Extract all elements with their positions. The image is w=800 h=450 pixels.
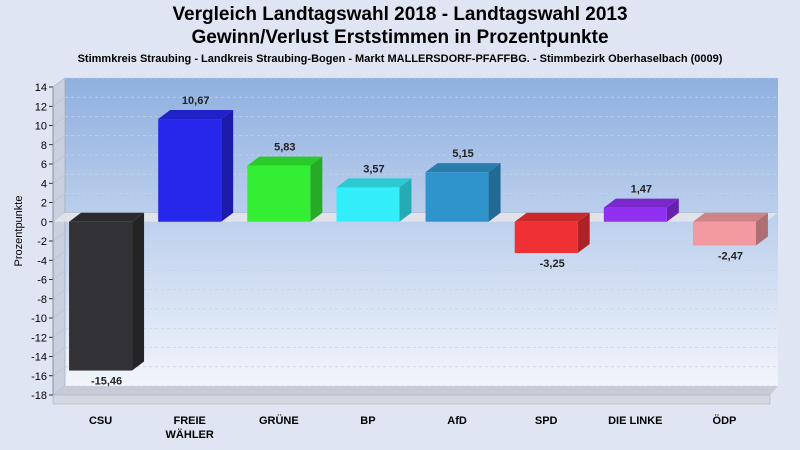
chart-title-line-2: Gewinn/Verlust Erststimmen in Prozentpun…	[191, 27, 609, 48]
bar-side	[755, 212, 768, 246]
bar-side	[132, 212, 145, 371]
y-axis-label: Prozentpunkte	[13, 196, 25, 267]
y-tick-label: 0	[41, 217, 47, 229]
grid-line	[52, 77, 66, 88]
data-label: 5,83	[274, 142, 295, 154]
data-label: 1,47	[631, 184, 652, 196]
bar-side	[666, 198, 679, 222]
y-tick-label: -14	[31, 352, 47, 364]
data-label: -15,46	[91, 376, 122, 388]
y-tick-label: -6	[37, 275, 47, 287]
x-tick-label: FREIE	[173, 415, 205, 427]
x-tick-label: ÖDP	[713, 414, 737, 427]
y-tick-label: -10	[31, 313, 47, 325]
bar	[247, 165, 311, 222]
x-tick-label: WÄHLER	[166, 428, 214, 441]
grid-line	[52, 270, 66, 280]
grid-line	[52, 308, 66, 319]
bar	[692, 221, 756, 246]
y-tick-label: 8	[41, 140, 47, 152]
x-tick-label: DIE LINKE	[608, 415, 662, 427]
bar	[425, 172, 489, 222]
chart-subtitle: Stimmkreis Straubing - Landkreis Straubi…	[77, 53, 723, 65]
bar-top	[692, 212, 768, 222]
data-label: 10,67	[182, 95, 210, 107]
grid-line	[52, 250, 66, 261]
y-tick-label: -18	[31, 390, 47, 402]
y-tick-label: -12	[31, 332, 47, 344]
bar	[514, 221, 578, 254]
bar	[158, 119, 222, 222]
data-label: 5,15	[452, 148, 473, 160]
grid-line	[52, 135, 66, 146]
grid-line	[52, 193, 66, 203]
grid-line	[52, 96, 66, 107]
y-tick-label: 4	[41, 178, 47, 190]
zero-plane	[53, 212, 778, 222]
data-label: -2,47	[718, 251, 743, 263]
bar-top	[158, 110, 234, 120]
y-tick-label: 2	[41, 198, 47, 210]
grid-line	[52, 116, 66, 126]
plot-floor	[53, 386, 778, 395]
bar-side	[310, 156, 323, 222]
grid-line	[52, 366, 66, 377]
bar-top	[336, 178, 412, 188]
grid-line	[52, 173, 66, 184]
bar	[603, 207, 667, 222]
bar-top	[247, 156, 323, 166]
y-tick-label: 10	[35, 121, 47, 133]
x-tick-label: BP	[360, 415, 375, 427]
grid-line	[52, 231, 66, 242]
y-tick-label: -8	[37, 294, 47, 306]
chart-title: Vergleich Landtagswahl 2018 - Landtagswa…	[172, 4, 628, 25]
y-tick-label: 6	[41, 159, 47, 171]
bar	[336, 187, 400, 222]
bar-top	[514, 212, 590, 222]
y-tick-label: 14	[35, 82, 47, 94]
bar-top	[69, 212, 145, 222]
bar-side	[399, 178, 412, 222]
bar-top	[603, 198, 679, 208]
x-tick-label: SPD	[535, 415, 558, 427]
y-tick-label: -2	[37, 236, 47, 248]
plot-floor-edge	[52, 394, 771, 405]
grid-line	[52, 289, 66, 300]
grid-line	[52, 385, 66, 396]
data-label: -3,25	[540, 258, 565, 270]
bar-side	[221, 110, 234, 222]
bar-side	[577, 212, 590, 254]
x-tick-label: GRÜNE	[259, 414, 299, 427]
y-tick-label: -16	[31, 371, 47, 383]
data-label: 3,57	[363, 163, 384, 175]
y-tick-label: 12	[35, 101, 47, 113]
bar	[69, 221, 133, 371]
grid-line	[52, 327, 66, 338]
bar-side	[488, 163, 501, 222]
bar-top	[425, 163, 501, 173]
grid-line	[52, 154, 66, 165]
y-tick-label: -4	[37, 255, 47, 267]
x-tick-label: AfD	[447, 415, 467, 427]
x-tick-label: CSU	[89, 415, 112, 427]
grid-line	[52, 347, 66, 357]
